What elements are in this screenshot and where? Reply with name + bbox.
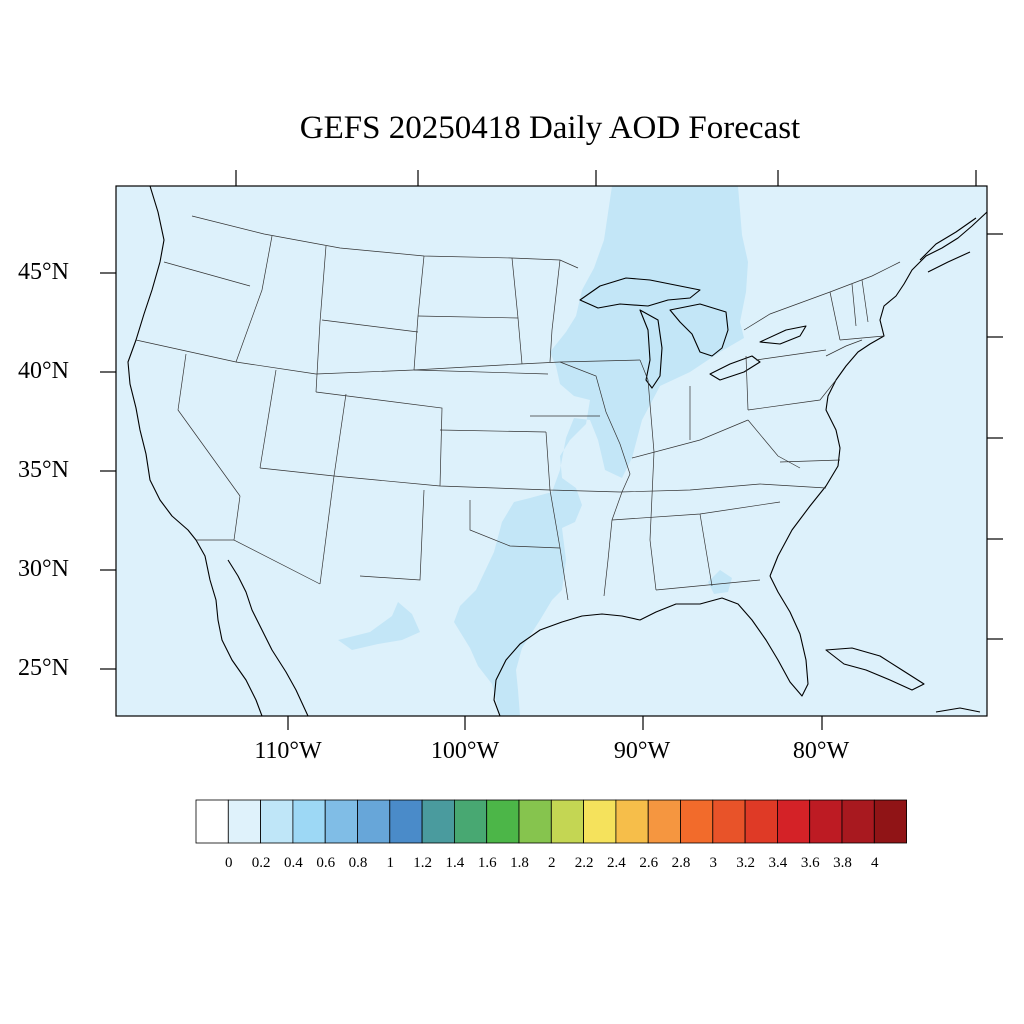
aod-plume-0.2-0.4 [454, 186, 748, 716]
axis-ticks [100, 170, 1003, 730]
colorbar-swatch [615, 799, 649, 844]
colorbar-tick-label: 2.2 [574, 855, 594, 871]
colorbar-tick-label: 0.4 [284, 855, 303, 871]
state-borders [135, 215, 901, 601]
lat-label-35: 35°N [18, 457, 69, 483]
colorbar-swatch [841, 799, 875, 844]
colorbar-tick-label: 1 [386, 855, 395, 871]
colorbar-swatch [453, 799, 488, 844]
coastlines [127, 186, 987, 716]
aod-colorbar [195, 799, 907, 844]
lon-label-110w: 110°W [254, 738, 322, 764]
colorbar-swatch [260, 799, 294, 844]
colorbar-tick-label: 4 [871, 855, 879, 871]
colorbar-swatch [518, 799, 552, 844]
lat-label-25: 25°N [18, 655, 69, 681]
colorbar-tick-label: 2.4 [607, 855, 626, 871]
colorbar-tick-label: 1.2 [413, 855, 432, 871]
colorbar-tick-label: 2 [548, 855, 556, 871]
colorbar-tick-label: 3.6 [800, 855, 820, 871]
colorbar-swatch [680, 799, 714, 844]
colorbar-tick-label: 2.6 [639, 855, 659, 871]
colorbar-swatch [647, 799, 681, 844]
map-background [116, 186, 987, 716]
lat-label-45: 45°N [18, 259, 69, 285]
colorbar-tick-label: 3 [709, 855, 718, 871]
lat-label-40: 40°N [18, 358, 69, 384]
colorbar-tick-label: 0.6 [316, 855, 336, 871]
colorbar-tick-label: 3.4 [768, 855, 788, 871]
lon-label-90w: 90°W [613, 738, 671, 764]
aod-plume-west-texas [338, 602, 420, 650]
colorbar-swatch [227, 799, 262, 844]
colorbar-swatch [324, 799, 358, 844]
lon-label-80w: 80°W [792, 738, 850, 764]
colorbar-swatch [389, 799, 423, 844]
map-title: GEFS 20250418 Daily AOD Forecast [299, 110, 801, 146]
colorbar-swatch [357, 799, 391, 844]
colorbar-swatch [777, 799, 811, 844]
colorbar-swatch [712, 799, 746, 844]
colorbar-tick-label: 0.2 [251, 855, 271, 871]
colorbar-swatch [809, 799, 843, 844]
colorbar-tick-label: 3.2 [736, 855, 755, 871]
colorbar-swatch [873, 799, 907, 844]
colorbar-tick-label: 1.8 [510, 855, 529, 871]
colorbar-swatch [550, 799, 584, 844]
colorbar-tick-label: 0.8 [348, 855, 368, 871]
aod-plume-gulf-coast [708, 570, 732, 594]
colorbar-swatch [744, 799, 778, 844]
colorbar-tick-label: 1.4 [445, 855, 465, 871]
colorbar-tick-label: 2.8 [671, 855, 691, 871]
colorbar-swatch [486, 799, 520, 844]
colorbar-tick-label: 0 [225, 855, 233, 871]
map-frame [115, 185, 988, 717]
colorbar-tick-label: 1.6 [477, 855, 497, 871]
colorbar-swatch [195, 799, 229, 844]
lat-label-30: 30°N [18, 556, 69, 582]
lon-label-100w: 100°W [430, 738, 500, 764]
colorbar-swatch [583, 799, 617, 844]
colorbar-tick-label: 3.8 [833, 855, 852, 871]
colorbar-swatch [292, 799, 326, 844]
colorbar-swatch [421, 799, 455, 844]
